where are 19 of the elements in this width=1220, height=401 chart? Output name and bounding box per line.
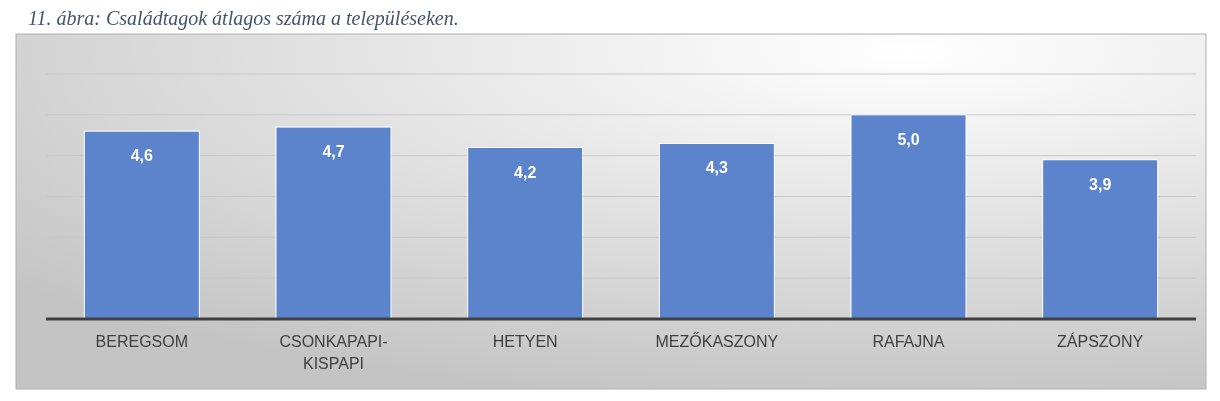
bar (658, 142, 775, 320)
x-tick-label: MEZŐKASZONY (655, 332, 779, 350)
x-tick-label: HETYEN (492, 333, 558, 350)
x-tick-label: CSONKAPAPI-KISPAPI (279, 333, 388, 372)
bar (1042, 159, 1159, 320)
data-label: 4,7 (322, 143, 345, 161)
bar (83, 130, 200, 320)
bar (275, 126, 392, 320)
data-label: 3,9 (1089, 175, 1112, 193)
x-tick-label: ZÁPSZONY (1057, 332, 1144, 350)
x-tick-label: RAFAJNA (872, 333, 945, 350)
data-label: 4,6 (130, 147, 154, 165)
x-tick-label: BEREGSOM (95, 333, 189, 350)
data-label: 4,2 (514, 163, 537, 181)
chart-title: 11. ábra: Családtagok átlagos száma a településeken. (28, 7, 459, 30)
bar (467, 147, 584, 320)
data-label: 4,3 (705, 159, 729, 177)
bar (850, 114, 967, 320)
data-label: 5,0 (897, 130, 920, 148)
